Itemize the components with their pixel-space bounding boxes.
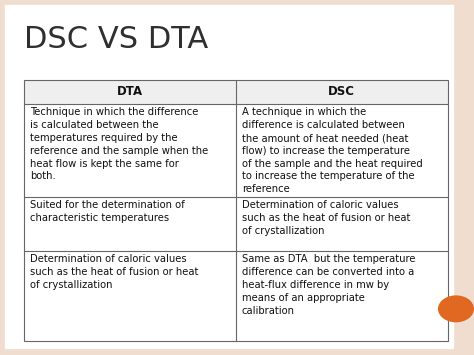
Text: Same as DTA  but the temperature
difference can be converted into a
heat-flux di: Same as DTA but the temperature differen… — [242, 255, 416, 316]
Text: DTA: DTA — [117, 85, 143, 98]
Text: DSC VS DTA: DSC VS DTA — [24, 25, 208, 54]
Text: A technique in which the
difference is calculated between
the amount of heat nee: A technique in which the difference is c… — [242, 108, 423, 194]
Text: Technique in which the difference
is calculated between the
temperatures require: Technique in which the difference is cal… — [30, 108, 208, 181]
Circle shape — [438, 295, 474, 322]
Text: Suited for the determination of
characteristic temperatures: Suited for the determination of characte… — [30, 200, 184, 223]
Bar — [24, 80, 448, 104]
Text: DSC: DSC — [328, 85, 356, 98]
Text: Determination of caloric values
such as the heat of fusion or heat
of crystalliz: Determination of caloric values such as … — [30, 255, 198, 290]
Text: Determination of caloric values
such as the heat of fusion or heat
of crystalliz: Determination of caloric values such as … — [242, 200, 410, 236]
Bar — [24, 80, 448, 341]
